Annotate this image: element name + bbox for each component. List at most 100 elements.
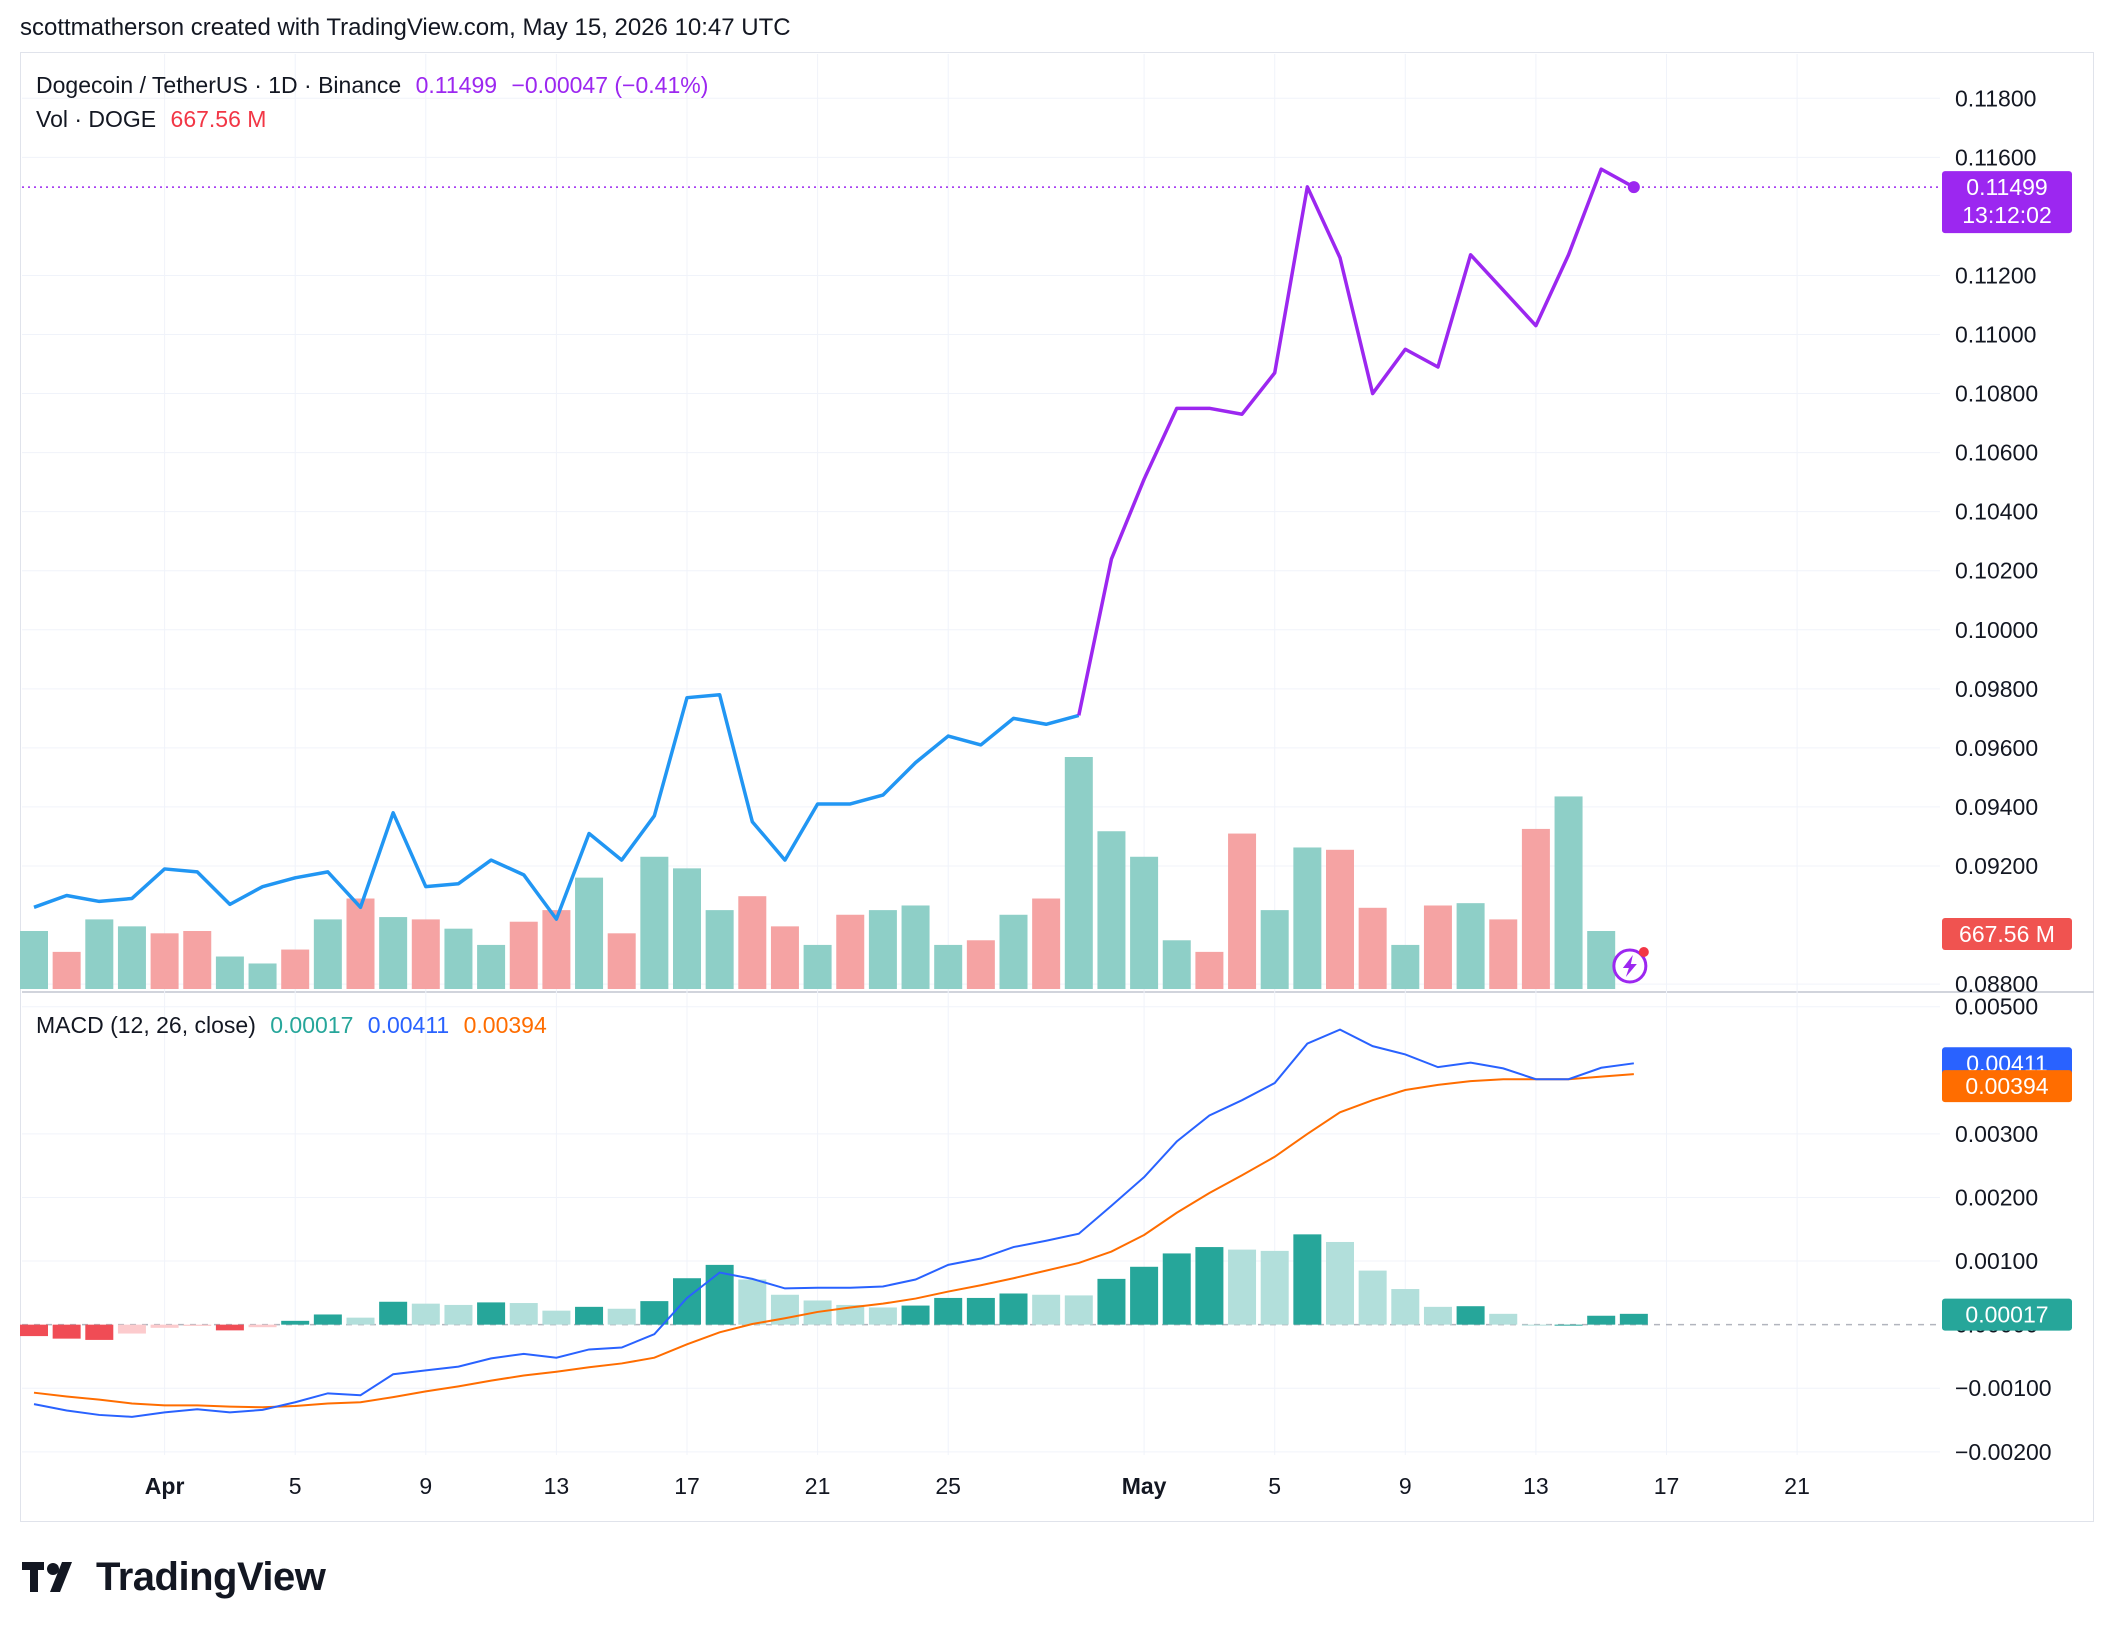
volume-bar — [868, 910, 897, 989]
volume-bar — [673, 868, 701, 989]
symbol-legend[interactable]: Dogecoin / TetherUS · 1D · Binance 0.114… — [36, 72, 716, 99]
volume-bar — [901, 905, 930, 989]
volume-bar — [1326, 849, 1354, 989]
volume-bar — [379, 917, 408, 989]
macd-label: MACD (12, 26, close) — [36, 1012, 256, 1038]
brand-name: TradingView — [96, 1554, 326, 1599]
macd-tick-label: −0.00100 — [1955, 1375, 2052, 1401]
volume-bar — [85, 919, 114, 989]
brand-logo[interactable]: TradingView — [22, 1552, 326, 1602]
volume-bar — [509, 921, 538, 989]
histogram-bar — [1554, 1324, 1583, 1326]
histogram-bar — [1456, 1306, 1485, 1325]
time-axis: Apr 5 9 13 17 21 25 May 5 9 13 17 21 — [145, 1473, 1810, 1499]
price-tick-label: 0.09400 — [1955, 794, 2038, 820]
macd-signal-value: 0.00394 — [463, 1012, 547, 1038]
histogram-bar — [999, 1293, 1028, 1325]
histogram-bar — [1521, 1324, 1550, 1326]
tradingview-logo-icon — [22, 1562, 72, 1592]
signal-line — [33, 1073, 1634, 1409]
price-badge-text: 13:12:02 — [1962, 202, 2052, 228]
volume-bar — [1489, 919, 1518, 989]
price-line-recent — [1077, 167, 1635, 716]
volume-bar — [607, 933, 636, 989]
histogram-bar — [1587, 1315, 1616, 1325]
volume-bar — [640, 856, 669, 989]
histogram-bar — [281, 1320, 310, 1325]
x-tick-label: May — [1122, 1473, 1167, 1499]
series-lines — [22, 167, 1940, 1418]
volume-bar — [1130, 856, 1159, 989]
price-axis: 0.11800 0.11600 0.11200 0.11000 0.10800 0.106… — [1955, 85, 2038, 997]
histogram-bar — [836, 1304, 865, 1325]
macd-hist-value: 0.00017 — [270, 1012, 354, 1038]
volume-bar — [1228, 833, 1257, 989]
volume-bar — [1097, 831, 1126, 989]
histogram-bar — [966, 1297, 995, 1325]
x-tick-label: 17 — [1654, 1473, 1680, 1499]
macd-line — [33, 1028, 1634, 1418]
signal-badge-text: 0.00394 — [1965, 1073, 2048, 1099]
histogram-bar — [1391, 1289, 1420, 1325]
volume-bar — [313, 919, 342, 989]
volume-bar — [1554, 796, 1583, 989]
volume-bar — [444, 928, 473, 989]
histogram-bar — [575, 1306, 604, 1325]
volume-bar — [20, 931, 48, 989]
grid — [22, 54, 2094, 1455]
histogram-bar — [117, 1324, 146, 1334]
x-tick-label: 13 — [1523, 1473, 1549, 1499]
alert-dot — [1638, 947, 1649, 957]
x-tick-label: 9 — [1399, 1473, 1412, 1499]
histogram-bar — [215, 1324, 244, 1331]
histogram-bar — [150, 1324, 179, 1328]
histogram-bar — [868, 1307, 897, 1325]
signal-badge-bg — [1942, 1070, 2072, 1103]
volume-bar — [1521, 828, 1550, 989]
histogram-bar — [1619, 1313, 1648, 1325]
histogram-bar — [1195, 1247, 1224, 1325]
volume-bar — [215, 956, 244, 989]
volume-bar — [966, 940, 995, 989]
volume-bar — [411, 919, 440, 989]
volume-bar — [346, 898, 375, 989]
macd-tick-label: 0.00200 — [1955, 1184, 2038, 1210]
volume-bar — [575, 877, 604, 989]
volume-bar — [999, 914, 1028, 989]
price-tick-label: 0.09200 — [1955, 853, 2038, 879]
histogram-bar — [738, 1279, 767, 1325]
histogram-bar — [183, 1324, 212, 1326]
volume-legend[interactable]: Vol · DOGE 667.56 M — [36, 106, 274, 133]
histogram-bar — [640, 1301, 669, 1325]
x-tick-label: Apr — [145, 1473, 185, 1499]
chart-frame — [20, 52, 2094, 1522]
histogram-bar — [313, 1314, 342, 1325]
volume-bar — [52, 951, 81, 989]
macd-tick-label: 0.00300 — [1955, 1121, 2038, 1147]
lightning-bolt — [1622, 955, 1637, 977]
price-tick-label: 0.10400 — [1955, 499, 2038, 525]
volume-bars — [20, 757, 1616, 989]
volume-value: 667.56 M — [170, 106, 267, 132]
volume-bar — [281, 949, 310, 989]
chart-credit: scottmatherson created with TradingView.… — [20, 14, 791, 41]
histogram-bar — [411, 1303, 440, 1325]
x-tick-label: 21 — [805, 1473, 831, 1499]
price-tick-label: 0.09600 — [1955, 735, 2038, 761]
x-tick-label: 9 — [419, 1473, 432, 1499]
histogram-bar — [1228, 1249, 1257, 1325]
histogram-bar — [1097, 1278, 1126, 1325]
price-tick-label: 0.10000 — [1955, 617, 2038, 643]
volume-bar — [1195, 951, 1224, 989]
volume-bar — [836, 914, 865, 989]
price-tick-label: 0.09800 — [1955, 676, 2038, 702]
price-tick-label: 0.08800 — [1955, 971, 2038, 997]
volume-bar — [934, 944, 963, 989]
price-tick-label: 0.10600 — [1955, 440, 2038, 466]
macd-legend[interactable]: MACD (12, 26, close) 0.00017 0.00411 0.0… — [36, 1012, 555, 1039]
volume-bar — [1293, 847, 1322, 989]
histogram-bar — [1260, 1250, 1289, 1325]
histogram-bar — [379, 1301, 408, 1325]
